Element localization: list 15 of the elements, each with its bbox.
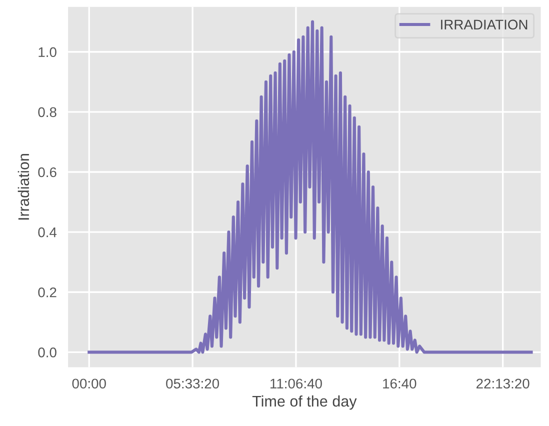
x-tick-label: 00:00 — [72, 378, 106, 389]
y-tick-label: 0.6 — [38, 167, 56, 178]
x-tick-label: 05:33:20 — [166, 378, 220, 389]
x-axis-title: Time of the day — [252, 395, 357, 410]
x-tick-label: 11:06:40 — [270, 378, 322, 389]
x-tick-label: 16:40 — [383, 378, 416, 389]
y-tick-label: 1.0 — [38, 47, 56, 58]
legend-label: IRRADIATION — [441, 20, 528, 30]
y-tick-label: 0.8 — [38, 107, 56, 118]
line-series — [88, 20, 533, 354]
y-axis-title: Irradiation — [18, 154, 30, 220]
y-tick-label: 0.2 — [38, 287, 56, 298]
x-tick-label: 22:13:20 — [476, 378, 530, 389]
y-tick-label: 0.4 — [38, 227, 57, 238]
y-tick-label: 0.0 — [38, 348, 56, 358]
